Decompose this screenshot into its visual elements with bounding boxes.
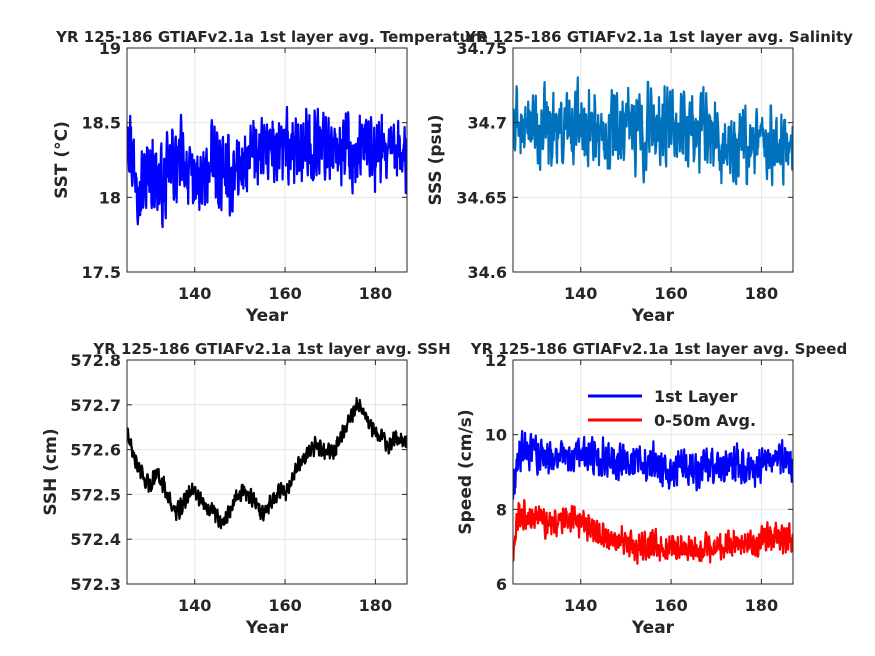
- ytick-label-temperature-2: 18.5: [82, 114, 121, 133]
- ytick-label-ssh-4: 572.7: [70, 396, 121, 415]
- xtick-label-speed-0: 140: [564, 596, 597, 615]
- panel-salinity-ylabel: SSS (psu): [426, 114, 446, 205]
- ytick-label-temperature-1: 18: [99, 188, 121, 207]
- panel-ssh-title: YR 125-186 GTIAFv2.1a 1st layer avg. SSH: [92, 340, 450, 358]
- ytick-label-speed-1: 8: [496, 500, 507, 519]
- panel-ssh-xlabel: Year: [245, 618, 289, 638]
- plot-layer: 140 160 180 17.5 18 18.5 19 140 160 180 34.6 34.65 3…: [70, 39, 794, 615]
- xtick-label-ssh-0: 140: [178, 596, 211, 615]
- ytick-label-ssh-0: 572.3: [70, 575, 121, 594]
- ytick-label-temperature-0: 17.5: [82, 263, 121, 282]
- series-line-salinity-0: [513, 76, 793, 187]
- series-line-temperature-0: [127, 105, 407, 229]
- xtick-label-temperature-0: 140: [178, 284, 211, 303]
- panel-temperature: YR 125-186 GTIAFv2.1a 1st layer avg. Tem…: [52, 28, 488, 326]
- axes-box-ssh: [126, 359, 408, 585]
- axes-box-salinity: [512, 47, 794, 273]
- ytick-label-ssh-2: 572.5: [70, 485, 121, 504]
- xtick-label-salinity-0: 140: [564, 284, 597, 303]
- panel-ssh: YR 125-186 GTIAFv2.1a 1st layer avg. SSH…: [41, 340, 451, 638]
- series-line-speed-0: [513, 429, 793, 500]
- panel-salinity-title: YR 125-186 GTIAFv2.1a 1st layer avg. Sal…: [464, 28, 853, 46]
- axes-box-temperature: [126, 47, 408, 273]
- plot-speed: 140 160 180 6 8 10 12 1st Layer 0-50m Avg.: [485, 351, 794, 615]
- xtick-label-speed-1: 160: [654, 596, 687, 615]
- plot-ssh: 140 160 180 572.3 572.4 572.5 572.6 572.7 572.8: [70, 351, 408, 615]
- xtick-label-salinity-2: 180: [745, 284, 778, 303]
- ytick-label-salinity-0: 34.6: [468, 263, 507, 282]
- xtick-label-salinity-1: 160: [654, 284, 687, 303]
- legend-label-1: 0-50m Avg.: [654, 411, 756, 430]
- ytick-label-speed-0: 6: [496, 575, 507, 594]
- plot-temperature: 140 160 180 17.5 18 18.5 19: [82, 39, 408, 303]
- xtick-label-ssh-2: 180: [359, 596, 392, 615]
- xtick-label-speed-2: 180: [745, 596, 778, 615]
- series-line-ssh-0: [127, 396, 407, 530]
- panel-speed-xlabel: Year: [631, 618, 675, 638]
- ytick-label-ssh-1: 572.4: [70, 530, 121, 549]
- ytick-label-salinity-3: 34.75: [456, 39, 507, 58]
- panel-speed: YR 125-186 GTIAFv2.1a 1st layer avg. Spe…: [456, 340, 847, 638]
- ytick-label-speed-2: 10: [485, 426, 507, 445]
- plot-salinity: 140 160 180 34.6 34.65 34.7 34.75: [456, 39, 794, 303]
- panel-temperature-ylabel: SST (°C): [52, 121, 72, 199]
- legend-label-0: 1st Layer: [654, 387, 738, 406]
- xtick-label-temperature-1: 160: [268, 284, 301, 303]
- ytick-label-temperature-3: 19: [99, 39, 121, 58]
- axes-box-speed: [512, 359, 794, 585]
- panel-speed-title: YR 125-186 GTIAFv2.1a 1st layer avg. Spe…: [470, 340, 847, 358]
- panel-salinity-xlabel: Year: [631, 306, 675, 326]
- legend-speed: 1st Layer 0-50m Avg.: [588, 387, 756, 430]
- panel-temperature-title: YR 125-186 GTIAFv2.1a 1st layer avg. Tem…: [55, 28, 488, 46]
- ytick-label-ssh-5: 572.8: [70, 351, 121, 370]
- ytick-label-ssh-3: 572.6: [70, 441, 121, 460]
- panel-ssh-ylabel: SSH (cm): [41, 428, 61, 515]
- ytick-label-salinity-1: 34.65: [456, 188, 507, 207]
- series-line-speed-1: [513, 498, 793, 565]
- panel-salinity: YR 125-186 GTIAFv2.1a 1st layer avg. Sal…: [426, 28, 853, 326]
- ytick-label-salinity-2: 34.7: [468, 114, 507, 133]
- panel-speed-ylabel: Speed (cm/s): [456, 409, 476, 534]
- xtick-label-temperature-2: 180: [359, 284, 392, 303]
- panel-temperature-xlabel: Year: [245, 306, 289, 326]
- xtick-label-ssh-1: 160: [268, 596, 301, 615]
- ytick-label-speed-3: 12: [485, 351, 507, 370]
